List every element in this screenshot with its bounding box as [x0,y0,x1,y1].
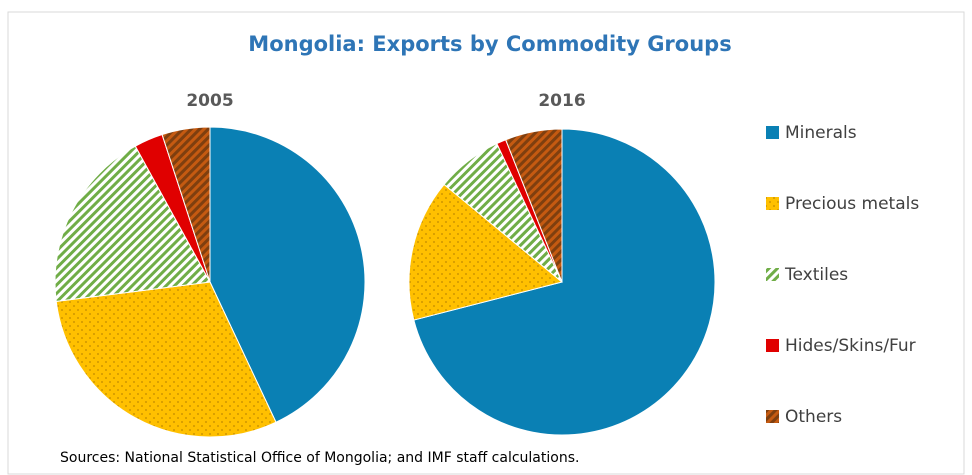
chart-title: Mongolia: Exports by Commodity Groups [248,32,731,56]
pie-slice [161,126,211,283]
legend-swatch [766,268,779,281]
legend-swatch [766,410,779,423]
legend-label: Hides/Skins/Fur [785,336,916,356]
pie-slice [55,281,277,438]
legend-swatch [766,197,779,210]
pie-slice [408,183,564,321]
legend-label: Textiles [784,265,848,285]
source-note: Sources: National Statistical Office of … [60,450,579,466]
pie-slice [413,128,716,436]
pie-slice [54,145,211,302]
pie-title: 2016 [538,91,585,111]
pie-slice [209,126,366,423]
legend-label: Others [785,407,842,427]
pie-title: 2005 [186,91,233,111]
legend-label: Minerals [785,123,857,143]
legend-swatch [766,339,779,352]
legend-label: Precious metals [785,194,919,214]
legend-swatch [766,126,779,139]
pie-slice [505,128,563,283]
